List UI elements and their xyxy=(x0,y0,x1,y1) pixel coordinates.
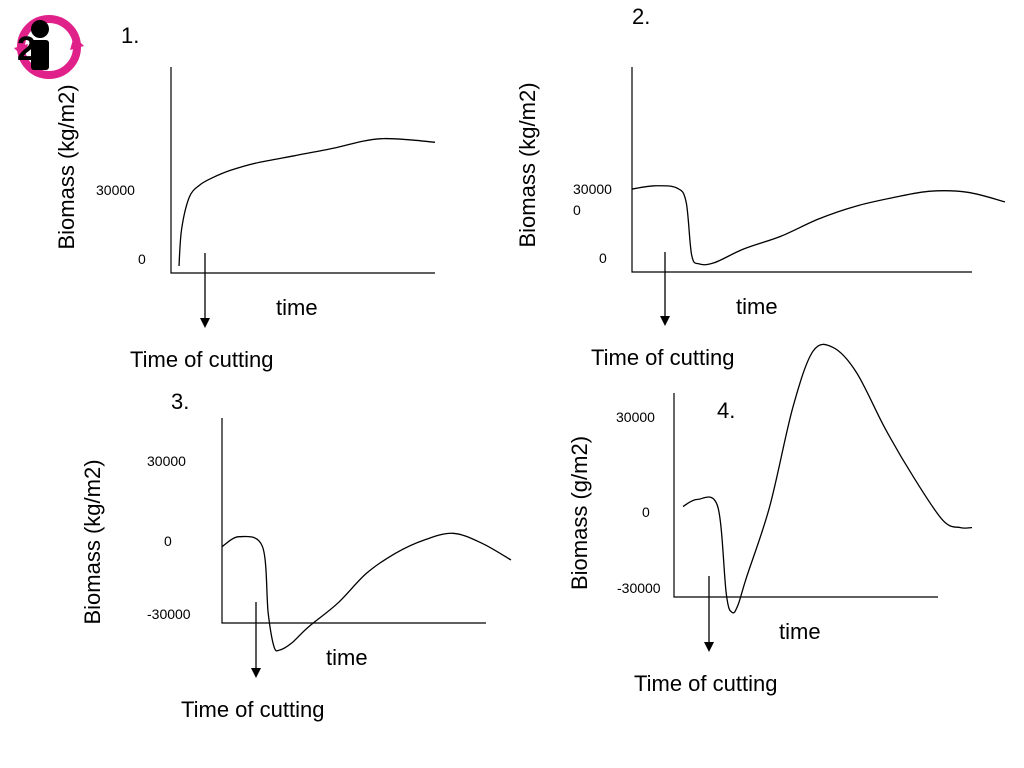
y-axis-label: Biomass (g/m2) xyxy=(567,436,592,590)
series-line xyxy=(631,185,1006,266)
cut-annotation: Time of cutting xyxy=(634,671,777,696)
y-axis-label: Biomass (kg/m2) xyxy=(515,82,540,247)
panel-number: 4. xyxy=(717,398,735,423)
axes xyxy=(221,418,486,624)
cut-arrowhead xyxy=(200,318,210,328)
axes xyxy=(170,67,435,274)
cut-annotation: Time of cutting xyxy=(591,345,734,370)
x-axis-label: time xyxy=(276,295,318,320)
cut-arrowhead xyxy=(704,642,714,652)
y-tick-label: 30000 xyxy=(616,409,655,425)
series-line xyxy=(221,532,512,652)
panel-number: 2. xyxy=(632,4,650,29)
cut-annotation: Time of cutting xyxy=(130,347,273,372)
axes xyxy=(631,67,972,273)
y-tick-label: 0 xyxy=(599,250,607,266)
y-tick-label: 0 xyxy=(164,533,172,549)
cut-arrowhead xyxy=(660,316,670,326)
panel-2: 2. Biomass (kg/m2) 30000 0 0 time Time o… xyxy=(515,4,1006,370)
y-tick-label: 0 xyxy=(573,202,581,218)
y-tick-label: 0 xyxy=(138,251,146,267)
panel-3: 3. Biomass (kg/m2) 30000 0 -30000 time T… xyxy=(80,389,512,722)
y-tick-label: 0 xyxy=(642,504,650,520)
cut-arrowhead xyxy=(251,668,261,678)
y-tick-label: -30000 xyxy=(617,580,661,596)
series-line xyxy=(682,343,973,614)
svg-text:2: 2 xyxy=(17,30,36,68)
panel-number: 3. xyxy=(171,389,189,414)
x-axis-label: time xyxy=(326,645,368,670)
axes xyxy=(673,393,938,598)
info-person-icon: 2 xyxy=(14,15,84,79)
y-axis-label: Biomass (kg/m2) xyxy=(54,84,79,249)
cut-annotation: Time of cutting xyxy=(181,697,324,722)
y-tick-label: 30000 xyxy=(96,182,135,198)
y-axis-label: Biomass (kg/m2) xyxy=(80,459,105,624)
x-axis-label: time xyxy=(779,619,821,644)
y-tick-label: 30000 xyxy=(147,453,186,469)
y-tick-label: -30000 xyxy=(147,606,191,622)
panel-1: 1. Biomass (kg/m2) 30000 0 time Time of … xyxy=(54,23,436,372)
y-tick-label: 30000 xyxy=(573,181,612,197)
x-axis-label: time xyxy=(736,294,778,319)
panel-number: 1. xyxy=(121,23,139,48)
series-line xyxy=(178,137,436,267)
panel-4: 4. Biomass (g/m2) 30000 0 -30000 time Ti… xyxy=(567,343,973,696)
